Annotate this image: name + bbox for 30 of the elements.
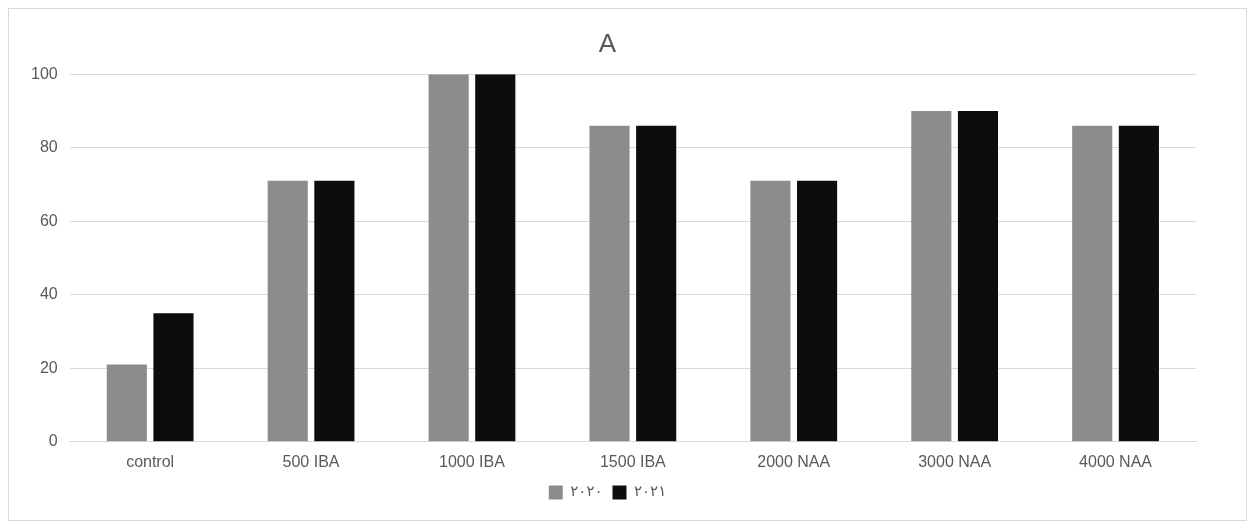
y-tick-label: 20 (39, 358, 58, 376)
bar (106, 364, 147, 442)
bar (153, 313, 194, 442)
x-tick-label: 1500 IBA (599, 452, 667, 470)
x-tick-label: 2000 NAA (757, 452, 831, 470)
y-tick-label: 100 (30, 64, 58, 82)
bar (636, 125, 677, 442)
x-tick-label: 3000 NAA (918, 452, 992, 470)
bar (750, 180, 791, 442)
bar (911, 110, 952, 442)
y-tick-label: 80 (39, 138, 58, 156)
bar (1072, 125, 1113, 442)
bar (428, 74, 469, 442)
y-tick-label: 0 (48, 432, 58, 450)
x-tick-label: control (126, 452, 175, 470)
bar (589, 125, 630, 442)
y-tick-label: 60 (39, 211, 58, 229)
bar (1118, 125, 1159, 442)
bar (267, 180, 308, 442)
bar (797, 180, 838, 442)
chart-title: A (598, 27, 617, 58)
legend-label: ٢٠٢١ (634, 482, 667, 501)
x-tick-label: 4000 NAA (1079, 452, 1153, 470)
x-tick-label: 1000 IBA (439, 452, 506, 470)
bar (475, 74, 516, 442)
legend-label: ٢٠٢٠ (570, 482, 603, 501)
bar (957, 110, 999, 442)
bar (314, 180, 355, 442)
y-tick-label: 40 (39, 285, 58, 303)
x-tick-label: 500 IBA (282, 452, 340, 470)
